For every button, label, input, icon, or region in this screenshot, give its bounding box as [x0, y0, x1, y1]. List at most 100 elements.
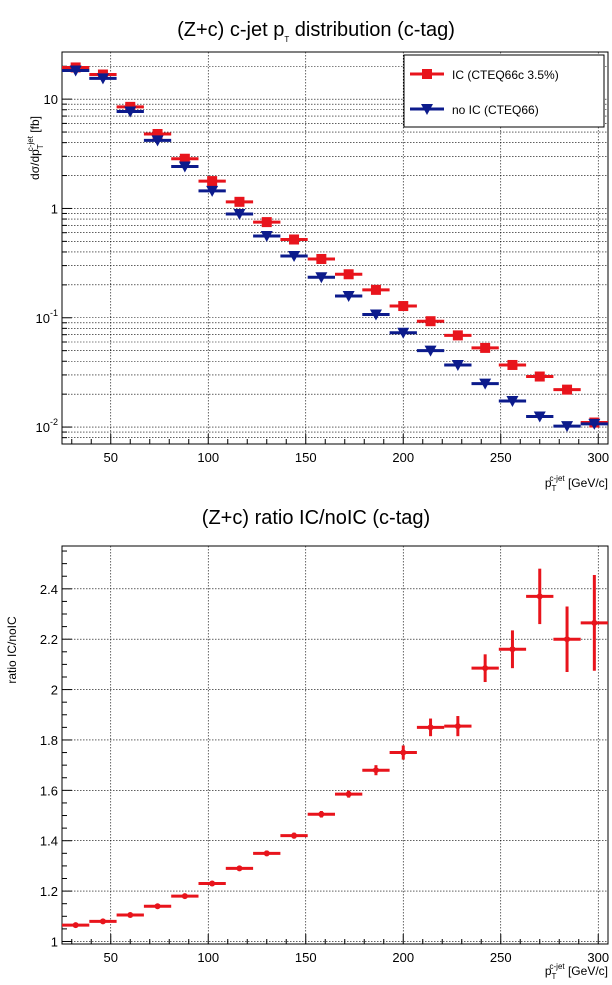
bottom-x-tick-label: 100	[197, 950, 219, 965]
ratio-data-point	[536, 593, 543, 600]
bottom-y-tick-label: 1.6	[40, 783, 58, 798]
ic-data-point	[261, 217, 272, 228]
bottom-y-tick-label: 1	[51, 934, 58, 949]
top-x-tick-label: 250	[490, 450, 512, 465]
noic-data-point	[397, 327, 410, 339]
noic-data-point	[178, 161, 191, 173]
noic-data-point	[288, 251, 301, 263]
ratio-data-point	[427, 724, 434, 731]
ic-data-point	[370, 284, 381, 295]
ratio-data-point	[154, 903, 161, 910]
top-y-tick-label: 1	[51, 201, 58, 216]
ic-data-point	[234, 196, 245, 207]
top-y-tick-label: 10	[44, 92, 58, 107]
ratio-data-point	[564, 636, 571, 643]
ratio-data-point	[181, 893, 188, 900]
ic-data-point	[507, 359, 518, 370]
bottom-y-tick-label: 2	[51, 683, 58, 698]
noic-data-point	[561, 421, 574, 433]
ratio-data-point	[591, 619, 598, 626]
bottom-chart-marks	[62, 568, 608, 929]
bottom-chart-frame	[61, 545, 609, 945]
ratio-data-point	[291, 832, 298, 839]
top-chart-y-axis-label: dσ/dpTc-jet [fb]	[26, 116, 45, 180]
top-x-tick-label: 200	[392, 450, 414, 465]
noic-data-point	[151, 135, 164, 147]
bottom-chart-x-axis-label: pTc-jet [GeV/c]	[545, 962, 608, 981]
noic-data-point	[260, 230, 273, 242]
bottom-chart-grid	[62, 546, 608, 944]
ic-data-point	[562, 384, 573, 395]
legend-ic-label: IC (CTEQ66c 3.5%)	[452, 68, 559, 82]
ic-data-point	[343, 269, 354, 280]
noic-data-point	[506, 396, 519, 408]
legend-ic-square-marker	[422, 69, 432, 79]
bottom-x-tick-label: 300	[587, 950, 609, 965]
top-x-tick-label: 150	[295, 450, 317, 465]
noic-data-point	[69, 65, 82, 77]
bottom-y-tick-label: 2.4	[40, 582, 58, 597]
legend-noic-label: no IC (CTEQ66)	[452, 103, 539, 117]
ic-data-point	[452, 330, 463, 341]
top-x-tick-label: 50	[104, 450, 118, 465]
noic-data-point	[533, 411, 546, 423]
ic-data-point	[480, 342, 491, 353]
bottom-chart-title: (Z+c) ratio IC/noIC (c-tag)	[202, 507, 430, 529]
bottom-chart-axes: 50 100 150 200 250 300 1 1.2 1.4 1.6 1.8 2 2.2 2.4	[40, 545, 609, 965]
top-chart-marks	[62, 62, 608, 433]
top-chart-legend: IC (CTEQ66c 3.5%) no IC (CTEQ66)	[403, 54, 605, 128]
noic-data-point	[124, 106, 137, 118]
ratio-data-point	[454, 723, 461, 730]
noic-data-point	[451, 359, 464, 371]
noic-data-point	[315, 272, 328, 284]
noic-data-point	[479, 378, 492, 390]
noic-data-point	[424, 345, 437, 357]
ratio-data-point	[99, 918, 106, 925]
bottom-y-tick-label: 1.8	[40, 733, 58, 748]
noic-data-point	[96, 73, 109, 85]
bottom-x-tick-label: 250	[490, 950, 512, 965]
noic-data-point	[588, 418, 601, 430]
noic-data-point	[342, 291, 355, 303]
ic-data-point	[289, 234, 300, 245]
ratio-data-point	[72, 922, 79, 929]
bottom-x-tick-label: 200	[392, 950, 414, 965]
ratio-data-point	[318, 811, 325, 818]
ic-data-point	[316, 253, 327, 264]
ratio-data-point	[372, 767, 379, 774]
bottom-y-tick-label: 2.2	[40, 632, 58, 647]
ratio-data-point	[209, 880, 216, 887]
legend-noic-triangle-marker	[421, 104, 433, 115]
top-x-tick-label: 100	[197, 450, 219, 465]
ratio-data-point	[236, 865, 243, 872]
bottom-chart-y-axis-label: ratio IC/noIC	[5, 616, 19, 684]
ic-data-point	[207, 176, 218, 187]
top-x-tick-label: 300	[587, 450, 609, 465]
top-y-tick-label: 10-1	[36, 308, 58, 326]
ratio-data-point	[263, 850, 270, 857]
noic-data-point	[233, 208, 246, 220]
noic-data-point	[369, 309, 382, 321]
bottom-y-tick-label: 1.2	[40, 884, 58, 899]
ratio-data-point	[127, 912, 134, 919]
noic-data-point	[206, 185, 219, 197]
top-chart-axes: 50 100 150 200 250 300 10-2 10-1 1 10	[36, 51, 609, 465]
top-chart-grid	[62, 52, 608, 445]
ratio-data-point	[482, 665, 489, 672]
ic-data-point	[534, 371, 545, 382]
ratio-data-point	[400, 749, 407, 756]
ic-data-point	[152, 128, 163, 139]
bottom-x-tick-label: 50	[104, 950, 118, 965]
top-chart-x-axis-label: pTc-jet [GeV/c]	[545, 474, 608, 493]
bottom-y-tick-label: 1.4	[40, 834, 58, 849]
ratio-data-point	[509, 646, 516, 653]
bottom-x-tick-label: 150	[295, 950, 317, 965]
ic-data-point	[398, 301, 409, 312]
top-y-tick-label: 10-2	[36, 417, 58, 435]
legend-box	[403, 54, 605, 128]
ic-data-point	[425, 316, 436, 327]
top-chart-title: (Z+c) c-jet pT distribution (c-tag)	[177, 19, 455, 44]
top-chart-frame	[61, 51, 609, 445]
ratio-data-point	[345, 791, 352, 798]
